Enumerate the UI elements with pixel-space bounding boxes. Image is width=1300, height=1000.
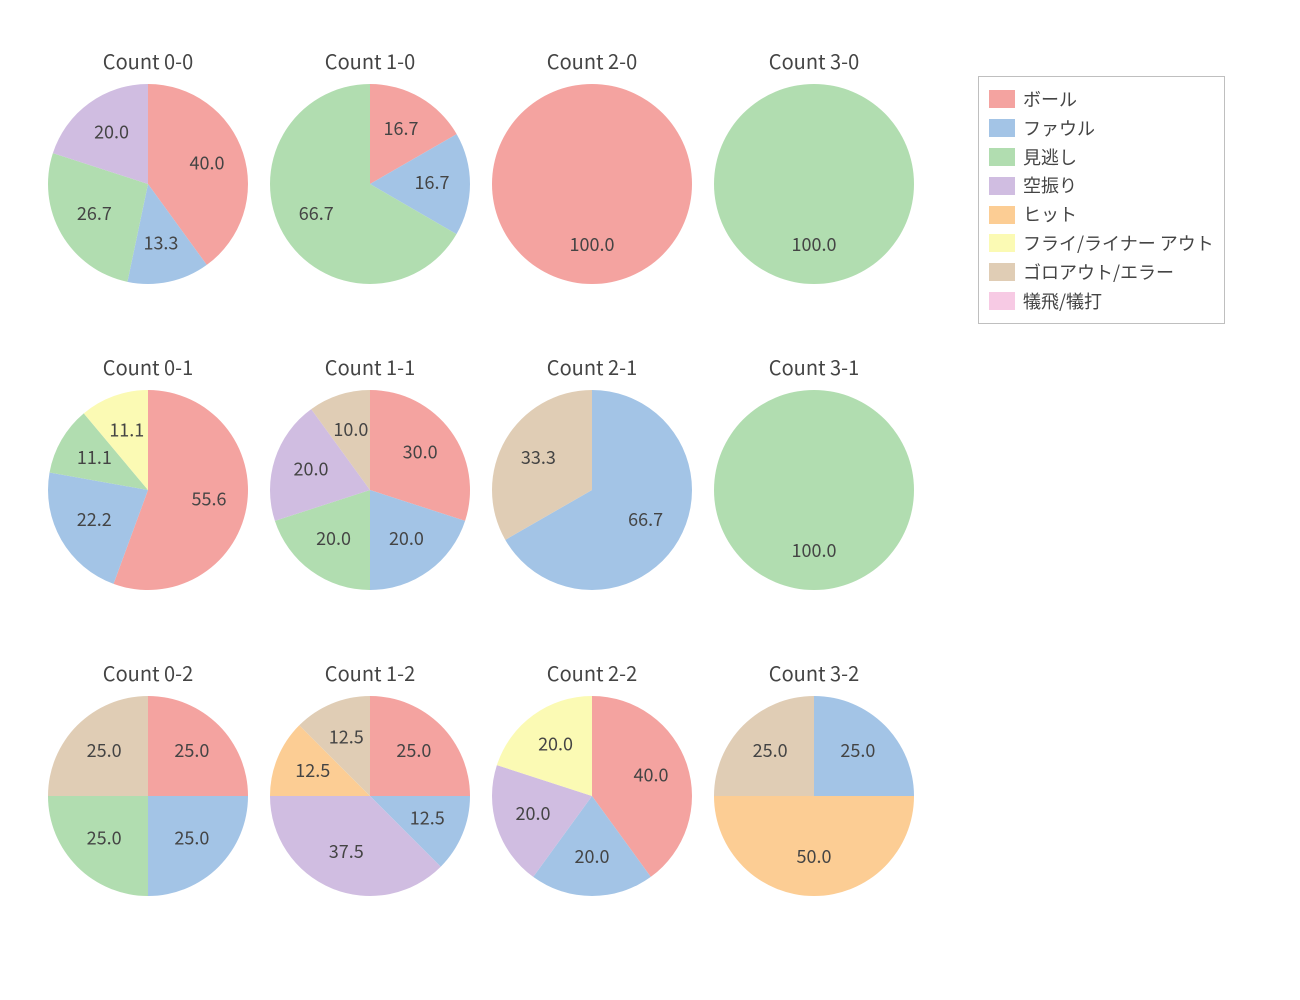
pie-slice-label: 100.0: [570, 231, 615, 257]
pie-slice-label: 22.2: [77, 506, 112, 532]
legend-label: ヒット: [1023, 200, 1077, 229]
pie-slice-label: 20.0: [575, 843, 610, 869]
legend-item: ファウル: [989, 114, 1214, 143]
legend-swatch: [989, 119, 1015, 137]
pie-chart: 25.0 25.0 25.0 25.0: [18, 666, 278, 926]
legend-item: ボール: [989, 85, 1214, 114]
pie-slice-label: 12.5: [295, 757, 330, 783]
pie-slice-label: 16.7: [415, 169, 450, 195]
legend-swatch: [989, 148, 1015, 166]
legend-swatch: [989, 90, 1015, 108]
chart-stage: Count 0-040.013.326.720.0Count 1-016.716…: [0, 0, 1300, 1000]
pie-slice-label: 66.7: [299, 200, 334, 226]
pie-slice-label: 25.0: [396, 737, 431, 763]
legend-swatch: [989, 177, 1015, 195]
pie-chart: 100.0: [462, 54, 722, 314]
pie-slice-label: 20.0: [316, 525, 351, 551]
pie-chart: 30.020.020.020.010.0: [240, 360, 500, 620]
pie-slice-label: 20.0: [294, 456, 329, 482]
legend-label: 見逃し: [1023, 143, 1077, 172]
pie-chart: 16.7 16.7 66.7: [240, 54, 500, 314]
pie-slice-label: 20.0: [389, 525, 424, 551]
pie-slice-label: 40.0: [633, 762, 668, 788]
pie-slice-label: 30.0: [403, 438, 438, 464]
pie-slice-label: 13.3: [143, 230, 178, 256]
pie-slice-label: 25.0: [753, 737, 788, 763]
legend-label: ボール: [1023, 85, 1077, 114]
pie-slice-label: 25.0: [174, 825, 209, 851]
pie-chart: 25.0 12.5 37.5 12.5 12.5: [240, 666, 500, 926]
pie-slice-label: 12.5: [329, 724, 364, 750]
pie-slice-label: 50.0: [797, 843, 832, 869]
legend-label: ゴロアウト/エラー: [1023, 258, 1174, 287]
pie-slice-label: 12.5: [410, 805, 445, 831]
legend-label: ファウル: [1023, 114, 1095, 143]
pie-chart: 100.0: [684, 360, 944, 620]
pie-slice-label: 66.7: [628, 506, 663, 532]
pie-slice-label: 100.0: [792, 231, 837, 257]
pie-slice-label: 33.3: [521, 444, 556, 470]
pie-slice-label: 11.1: [109, 417, 144, 443]
legend-swatch: [989, 206, 1015, 224]
pie-slice-label: 20.0: [538, 731, 573, 757]
legend-item: 空振り: [989, 171, 1214, 200]
legend-swatch: [989, 263, 1015, 281]
pie-slice-label: 26.7: [77, 200, 112, 226]
pie-slice-label: 25.0: [87, 825, 122, 851]
pie-chart: 100.0: [684, 54, 944, 314]
pie-slice-label: 20.0: [516, 800, 551, 826]
pie-slice-label: 55.6: [192, 486, 227, 512]
legend-label: 犠飛/犠打: [1023, 287, 1102, 316]
pie-chart: 55.6 22.2 11.111.1: [18, 360, 278, 620]
pie-chart: 66.7 33.3: [462, 360, 722, 620]
pie-chart: 40.0 13.3 26.7 20.0: [18, 54, 278, 314]
legend-label: 空振り: [1023, 171, 1077, 200]
pie-slice-label: 40.0: [189, 150, 224, 176]
pie-slice-label: 25.0: [840, 737, 875, 763]
pie-slice-label: 25.0: [87, 737, 122, 763]
legend: ボールファウル見逃し空振りヒットフライ/ライナー アウトゴロアウト/エラー犠飛/…: [978, 76, 1225, 324]
pie-slice-label: 100.0: [792, 537, 837, 563]
pie-slice-label: 37.5: [329, 838, 364, 864]
pie-chart: 25.0 50.0 25.0: [684, 666, 944, 926]
pie-slice-label: 10.0: [333, 416, 368, 442]
legend-item: 見逃し: [989, 143, 1214, 172]
legend-item: ゴロアウト/エラー: [989, 258, 1214, 287]
pie-chart: 40.0 20.0 20.0 20.0: [462, 666, 722, 926]
legend-swatch: [989, 292, 1015, 310]
legend-swatch: [989, 234, 1015, 252]
legend-item: 犠飛/犠打: [989, 287, 1214, 316]
pie-slice-label: 11.1: [77, 444, 112, 470]
pie-slice-label: 16.7: [384, 115, 419, 141]
pie-slice-label: 25.0: [174, 737, 209, 763]
legend-item: ヒット: [989, 200, 1214, 229]
legend-item: フライ/ライナー アウト: [989, 229, 1214, 258]
legend-label: フライ/ライナー アウト: [1023, 229, 1214, 258]
pie-slice-label: 20.0: [94, 119, 129, 145]
